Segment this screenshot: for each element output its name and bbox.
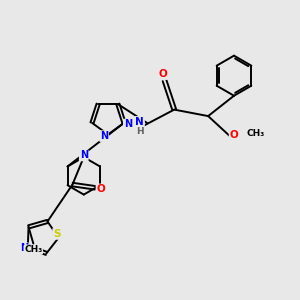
Text: CH₃: CH₃ — [24, 245, 43, 254]
Text: N: N — [20, 243, 28, 253]
Text: CH₃: CH₃ — [247, 129, 265, 138]
Text: N: N — [124, 119, 132, 130]
Text: O: O — [97, 184, 105, 194]
Text: S: S — [53, 229, 61, 239]
Text: H: H — [136, 127, 143, 136]
Text: O: O — [158, 69, 167, 79]
Text: N: N — [80, 151, 88, 160]
Text: N: N — [135, 117, 144, 127]
Text: O: O — [230, 130, 238, 140]
Text: N: N — [100, 131, 108, 141]
